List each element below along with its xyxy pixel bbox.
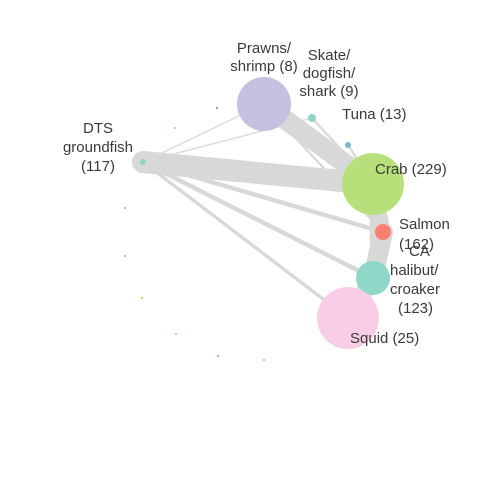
node-label-skate: Skate/dogfish/shark (9) bbox=[299, 47, 358, 100]
edge-dts-squid bbox=[141, 160, 350, 320]
node-label-line: Crab (229) bbox=[375, 161, 447, 178]
node-label-squid: Squid (25) bbox=[350, 330, 419, 347]
node-label-line: Prawns/ bbox=[237, 40, 292, 57]
node-label-line: groundfish bbox=[63, 139, 133, 156]
labels-layer: Prawns/shrimp (8)Skate/dogfish/shark (9)… bbox=[63, 40, 450, 347]
node-skate bbox=[308, 114, 316, 122]
node-squid bbox=[317, 287, 379, 349]
edge-dts-skate bbox=[142, 117, 313, 163]
isolated-node bbox=[175, 333, 177, 335]
node-label-line: Skate/ bbox=[308, 47, 351, 64]
node-label-prawns: Prawns/shrimp (8) bbox=[230, 40, 298, 75]
edges-layer bbox=[132, 94, 393, 327]
nodes-layer bbox=[140, 77, 404, 349]
node-label-ca-halibut: CA halibut/croaker (123) bbox=[390, 243, 440, 317]
node-label-line: halibut/ bbox=[390, 262, 439, 279]
isolated-node bbox=[124, 255, 126, 257]
node-label-tuna: Tuna (13) bbox=[342, 106, 406, 123]
edge-dts-salmon bbox=[140, 159, 386, 235]
isolated-node bbox=[124, 207, 126, 209]
isolated-node bbox=[263, 359, 265, 361]
edge-dts-ca_halibut bbox=[140, 159, 376, 281]
node-label-dts: DTS groundfish (117) bbox=[63, 120, 133, 175]
node-ca-halibut bbox=[356, 261, 390, 295]
node-label-line: shrimp (8) bbox=[230, 58, 298, 75]
node-label-line: DTS bbox=[83, 120, 113, 137]
node-salmon bbox=[375, 224, 391, 240]
node-label-line: croaker bbox=[390, 281, 440, 298]
node-tuna bbox=[345, 142, 351, 148]
node-label-line: Tuna (13) bbox=[342, 106, 406, 123]
node-label-line: dogfish/ bbox=[303, 65, 356, 82]
node-prawns bbox=[237, 77, 291, 131]
node-label-salmon: Salmon (162) bbox=[399, 216, 450, 253]
isolated-node bbox=[217, 355, 219, 357]
node-label-line: Salmon bbox=[399, 216, 450, 233]
isolated-node bbox=[216, 107, 218, 109]
node-label-line: shark (9) bbox=[299, 83, 358, 100]
isolated-nodes-layer bbox=[124, 107, 265, 361]
node-label-line: CA bbox=[409, 243, 430, 260]
isolated-node bbox=[141, 297, 143, 299]
node-label-line: (123) bbox=[398, 300, 433, 317]
node-crab bbox=[342, 153, 404, 215]
node-dts bbox=[140, 159, 146, 165]
node-label-line: Squid (25) bbox=[350, 330, 419, 347]
node-label-line: (117) bbox=[81, 158, 115, 175]
node-label-line: (162) bbox=[399, 236, 434, 253]
node-label-crab: Crab (229) bbox=[375, 161, 447, 178]
isolated-node bbox=[174, 127, 176, 129]
